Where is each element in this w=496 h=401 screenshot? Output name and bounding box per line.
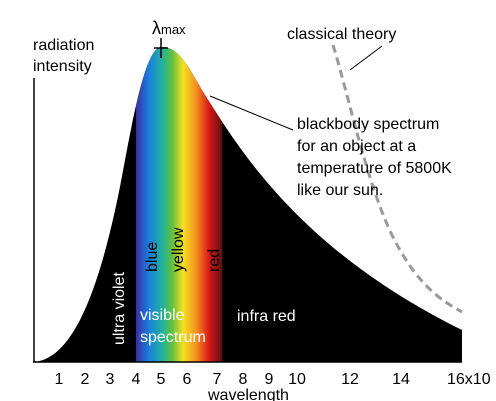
- blackbody-label: for an object at a: [297, 138, 416, 155]
- x-tick-label: 9: [265, 371, 274, 388]
- x-tick-label: 3: [106, 371, 115, 388]
- pointer: [349, 45, 383, 71]
- yellow-label: yellow: [170, 227, 187, 272]
- x-tick-label: 6: [183, 371, 192, 388]
- pointer: [209, 95, 294, 131]
- classical-label: classical theory: [287, 26, 396, 43]
- x-tick-label: 8: [239, 371, 248, 388]
- blackbody-label: temperature of 5800K: [297, 160, 452, 177]
- visible-label: spectrum: [140, 329, 206, 346]
- x-label: wavelength: [207, 387, 289, 401]
- x-tick-label: 5: [157, 371, 166, 388]
- visible-spectrum: [136, 47, 222, 362]
- x-tick-label: 16x10: [447, 371, 491, 388]
- y-label: intensity: [33, 58, 92, 75]
- x-tick-label: 4: [132, 371, 141, 388]
- visible-label: visible: [140, 307, 185, 324]
- peak-symbol: λ: [152, 18, 161, 38]
- blue-label: blue: [144, 242, 161, 272]
- x-tick-label: 12: [341, 371, 359, 388]
- x-tick-label: 2: [81, 371, 90, 388]
- peak-subscript: max: [161, 22, 186, 37]
- blackbody-label: blackbody spectrum: [297, 116, 439, 133]
- y-label: radiation: [33, 37, 94, 54]
- red-label: red: [206, 249, 223, 272]
- peak-label: λmax: [152, 18, 186, 38]
- blackbody-label: like our sun.: [297, 182, 383, 199]
- uv-label: ultra violet: [111, 272, 128, 345]
- x-tick-label: 7: [213, 371, 222, 388]
- x-tick-label: 14: [392, 371, 410, 388]
- ir-label: infra red: [237, 308, 296, 325]
- x-tick-label: 10: [288, 371, 306, 388]
- classical-curve: [331, 44, 463, 314]
- x-tick-label: 1: [55, 371, 64, 388]
